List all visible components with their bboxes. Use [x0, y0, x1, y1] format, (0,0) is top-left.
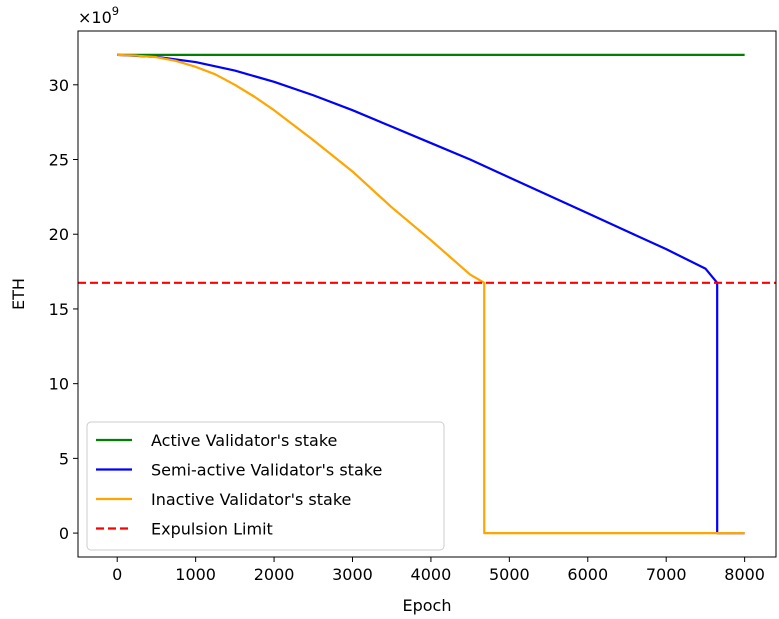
- y-scale-base: ×10: [78, 8, 112, 27]
- y-tick-label: 0: [59, 524, 69, 543]
- y-axis-scale-label: ×109: [78, 4, 119, 27]
- x-tick-label: 1000: [175, 565, 216, 584]
- plot-frame: [77, 30, 777, 558]
- x-tick-label: 8000: [724, 565, 765, 584]
- x-tick-label: 5000: [489, 565, 530, 584]
- legend-label: Inactive Validator's stake: [151, 490, 351, 509]
- y-tick-label: 5: [59, 449, 69, 468]
- legend-label: Semi-active Validator's stake: [151, 461, 382, 480]
- y-tick-label: 30: [49, 76, 69, 95]
- legend-box: [86, 421, 445, 551]
- legend-label: Active Validator's stake: [151, 431, 337, 450]
- x-tick-label: 4000: [411, 565, 452, 584]
- series-layer: [78, 53, 776, 535]
- x-tick-label: 0: [112, 565, 122, 584]
- x-axis-label: Epoch: [403, 596, 452, 615]
- y-tick-label: 25: [49, 151, 69, 170]
- y-tick-label: 20: [49, 225, 69, 244]
- x-tick-label: 3000: [332, 565, 373, 584]
- legend: Active Validator's stake Semi-active Vali…: [86, 421, 445, 551]
- series-line-semi-active-validator-s-stake: [117, 53, 745, 535]
- legend-label: Expulsion Limit: [151, 520, 273, 539]
- x-tick-label: 6000: [567, 565, 608, 584]
- x-tick-label: 2000: [254, 565, 295, 584]
- y-tick-label: 15: [49, 300, 69, 319]
- ticks-layer: 0 1000 2000 3000 4000 5000 6000 7000 8000 0 5 10 15 2…: [49, 76, 765, 584]
- y-scale-exponent: 9: [112, 4, 119, 18]
- y-axis-label: ETH: [9, 278, 28, 310]
- series-line-inactive-validator-s-stake: [117, 53, 745, 535]
- y-tick-label: 10: [49, 375, 69, 394]
- x-tick-label: 7000: [646, 565, 687, 584]
